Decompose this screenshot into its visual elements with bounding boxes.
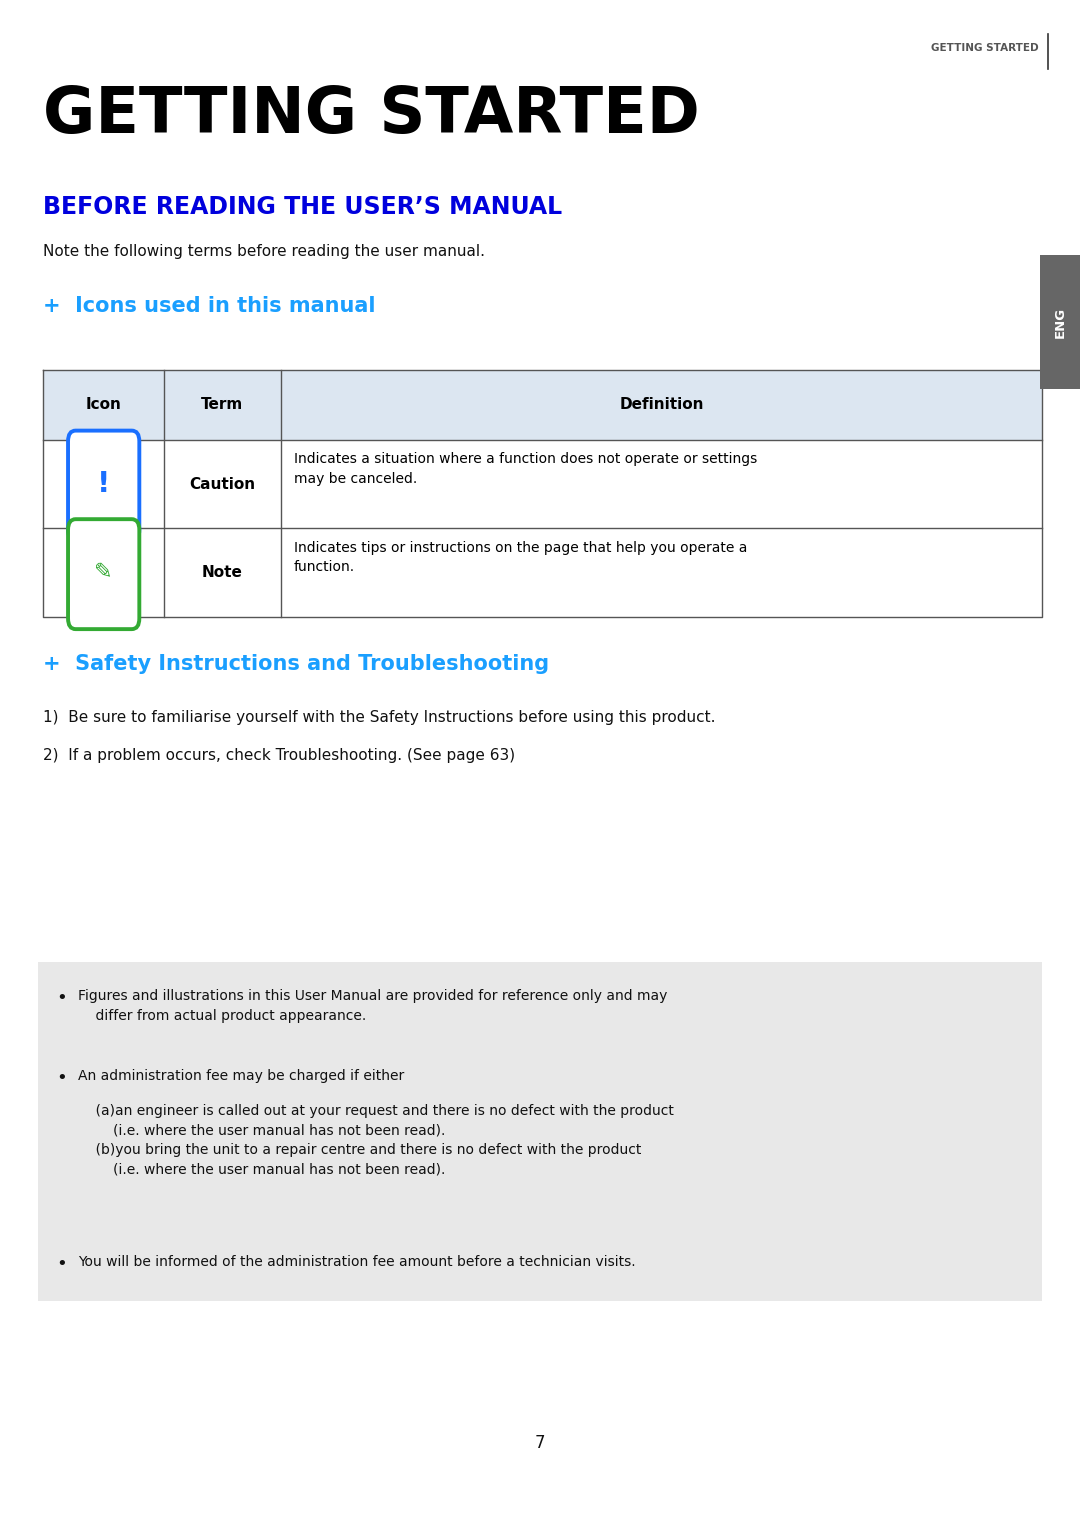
Text: Note the following terms before reading the user manual.: Note the following terms before reading … xyxy=(43,244,485,260)
Text: (a)an engineer is called out at your request and there is no defect with the pro: (a)an engineer is called out at your req… xyxy=(78,1104,674,1176)
Text: •: • xyxy=(56,989,67,1008)
Text: Indicates a situation where a function does not operate or settings
may be cance: Indicates a situation where a function d… xyxy=(294,452,757,486)
Text: You will be informed of the administration fee amount before a technician visits: You will be informed of the administrati… xyxy=(78,1255,635,1269)
Text: +  Icons used in this manual: + Icons used in this manual xyxy=(43,296,376,316)
Text: Note: Note xyxy=(202,565,243,580)
Text: Definition: Definition xyxy=(619,397,704,412)
Text: +  Safety Instructions and Troubleshooting: + Safety Instructions and Troubleshootin… xyxy=(43,654,550,673)
Text: GETTING STARTED: GETTING STARTED xyxy=(931,43,1039,53)
Text: •: • xyxy=(56,1069,67,1087)
Bar xyxy=(38,962,1042,1301)
Text: An administration fee may be charged if either: An administration fee may be charged if … xyxy=(78,1069,404,1083)
FancyBboxPatch shape xyxy=(68,519,139,629)
Text: 7: 7 xyxy=(535,1434,545,1452)
Text: Indicates tips or instructions on the page that help you operate a
function.: Indicates tips or instructions on the pa… xyxy=(294,541,747,574)
Text: !: ! xyxy=(97,470,110,498)
Text: Caution: Caution xyxy=(189,476,256,492)
Text: Figures and illustrations in this User Manual are provided for reference only an: Figures and illustrations in this User M… xyxy=(78,989,667,1023)
Text: Term: Term xyxy=(201,397,244,412)
Text: BEFORE READING THE USER’S MANUAL: BEFORE READING THE USER’S MANUAL xyxy=(43,195,563,220)
Text: ENG: ENG xyxy=(1054,307,1067,337)
Text: Icon: Icon xyxy=(85,397,122,412)
Text: •: • xyxy=(56,1255,67,1274)
Bar xyxy=(43,370,1042,440)
FancyBboxPatch shape xyxy=(1040,255,1080,389)
Text: ✎: ✎ xyxy=(94,562,113,583)
Text: 2)  If a problem occurs, check Troubleshooting. (See page 63): 2) If a problem occurs, check Troublesho… xyxy=(43,748,515,764)
Text: GETTING STARTED: GETTING STARTED xyxy=(43,84,700,147)
Text: 1)  Be sure to familiarise yourself with the Safety Instructions before using th: 1) Be sure to familiarise yourself with … xyxy=(43,710,716,725)
FancyBboxPatch shape xyxy=(68,431,139,541)
